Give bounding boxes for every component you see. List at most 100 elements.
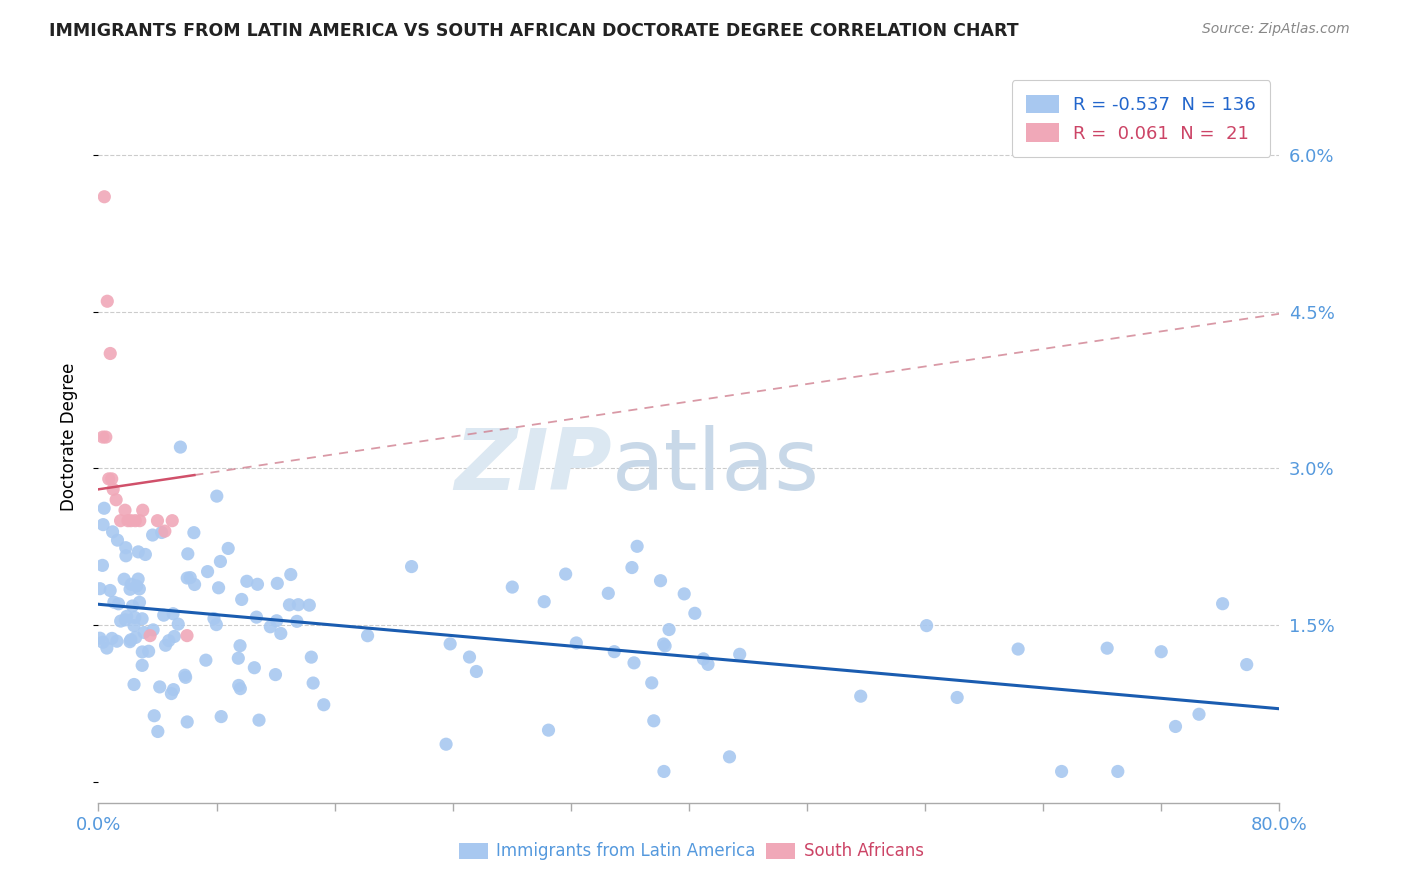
Point <box>94 430 117 444</box>
Point <box>209 709 232 723</box>
Point <box>650 574 672 588</box>
Point <box>697 657 720 672</box>
Point <box>683 607 706 621</box>
Point <box>299 650 322 665</box>
Point <box>103 483 125 497</box>
Point <box>155 638 177 652</box>
Point <box>118 634 141 648</box>
Point <box>120 632 142 647</box>
Point <box>228 678 250 692</box>
Point <box>434 737 457 751</box>
Point <box>229 681 252 696</box>
Point <box>946 690 969 705</box>
Point <box>658 623 681 637</box>
Point <box>124 631 146 645</box>
Point <box>114 541 136 555</box>
Point <box>603 645 626 659</box>
Point <box>312 698 335 712</box>
Point <box>163 630 186 644</box>
Y-axis label: Doctorate Degree: Doctorate Degree <box>59 363 77 511</box>
Point <box>107 597 129 611</box>
Point <box>128 595 150 609</box>
Point <box>162 682 184 697</box>
Point <box>91 558 114 573</box>
Point <box>114 613 136 627</box>
Point <box>179 571 201 585</box>
Point <box>128 582 150 596</box>
Point <box>401 559 423 574</box>
Point <box>112 572 135 586</box>
Point <box>124 610 146 624</box>
Point <box>623 656 645 670</box>
Point <box>1050 764 1073 779</box>
Point <box>243 661 266 675</box>
Point <box>718 749 741 764</box>
Point <box>117 514 139 528</box>
Point <box>205 617 228 632</box>
Point <box>89 631 111 645</box>
Point <box>1164 719 1187 733</box>
Point <box>1236 657 1258 672</box>
Point <box>177 547 200 561</box>
FancyBboxPatch shape <box>766 843 796 859</box>
Point <box>162 607 184 621</box>
Point <box>458 650 481 665</box>
Point <box>264 667 287 681</box>
Point <box>149 680 172 694</box>
Point <box>138 644 160 658</box>
Point <box>285 615 308 629</box>
Point <box>131 645 153 659</box>
Point <box>105 634 128 648</box>
Point <box>132 625 155 640</box>
Point <box>128 514 150 528</box>
Point <box>115 549 138 563</box>
Point <box>152 608 174 623</box>
Text: South Africans: South Africans <box>803 842 924 860</box>
Point <box>259 620 281 634</box>
Point <box>280 567 302 582</box>
Point <box>142 528 165 542</box>
Point <box>849 689 872 703</box>
Point <box>150 525 173 540</box>
Point <box>598 586 620 600</box>
Point <box>167 617 190 632</box>
Point <box>93 501 115 516</box>
Point <box>728 648 751 662</box>
Point <box>246 577 269 591</box>
Point <box>176 714 198 729</box>
Point <box>103 595 125 609</box>
Point <box>146 514 169 528</box>
Point <box>91 430 114 444</box>
Point <box>565 636 588 650</box>
Point <box>673 587 696 601</box>
Point <box>110 514 132 528</box>
Point <box>127 572 149 586</box>
Point <box>1150 645 1173 659</box>
Point <box>139 629 162 643</box>
Point <box>124 514 146 528</box>
Point <box>115 609 138 624</box>
Point <box>298 598 321 612</box>
Text: Source: ZipAtlas.com: Source: ZipAtlas.com <box>1202 22 1350 37</box>
Point <box>93 190 115 204</box>
Point <box>217 541 239 556</box>
Point <box>98 583 121 598</box>
Point <box>501 580 523 594</box>
Point <box>183 525 205 540</box>
Point <box>153 524 176 538</box>
Point <box>247 713 270 727</box>
Point <box>107 533 129 548</box>
Point <box>231 592 253 607</box>
Text: atlas: atlas <box>612 425 820 508</box>
Point <box>132 503 155 517</box>
Point <box>122 618 145 632</box>
Point <box>205 489 228 503</box>
Point <box>122 677 145 691</box>
Point <box>1212 597 1234 611</box>
Point <box>620 560 643 574</box>
Point <box>101 524 124 539</box>
Text: ZIP: ZIP <box>454 425 612 508</box>
Point <box>131 658 153 673</box>
Point <box>626 539 648 553</box>
Text: IMMIGRANTS FROM LATIN AMERICA VS SOUTH AFRICAN DOCTORATE DEGREE CORRELATION CHAR: IMMIGRANTS FROM LATIN AMERICA VS SOUTH A… <box>49 22 1019 40</box>
